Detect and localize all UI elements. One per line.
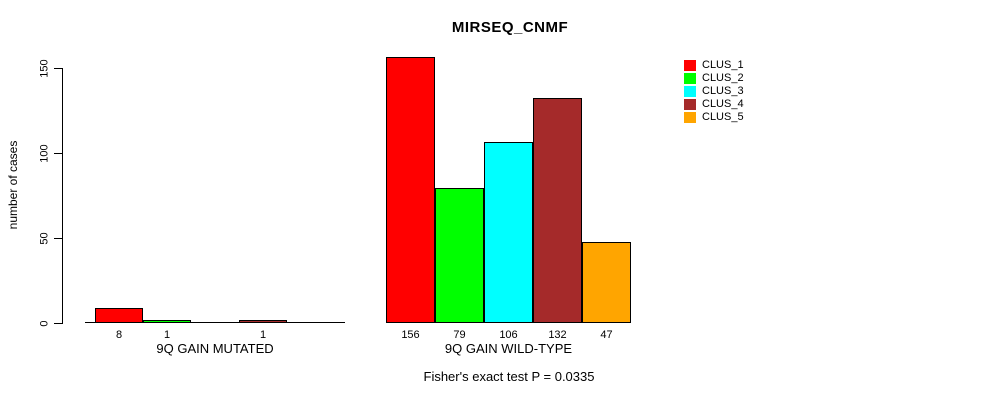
legend-item: CLUS_5 bbox=[684, 111, 744, 124]
legend-color-swatch bbox=[684, 112, 696, 123]
fisher-test-annotation: Fisher's exact test P = 0.0335 bbox=[423, 369, 595, 384]
legend-item: CLUS_2 bbox=[684, 72, 744, 85]
bar-count-label: 106 bbox=[499, 329, 518, 341]
bar-clus_4 bbox=[239, 320, 287, 323]
legend-color-swatch bbox=[684, 60, 696, 71]
legend-item: CLUS_3 bbox=[684, 85, 744, 98]
y-axis-tick-mark bbox=[54, 323, 62, 324]
bar-clus_2 bbox=[435, 188, 484, 323]
legend-color-swatch bbox=[684, 86, 696, 97]
bar-clus_5 bbox=[287, 322, 335, 323]
legend-item-label: CLUS_4 bbox=[702, 98, 744, 110]
bar-count-label: 47 bbox=[600, 329, 613, 341]
bar-count-label: 132 bbox=[548, 329, 567, 341]
legend-item-label: CLUS_3 bbox=[702, 85, 744, 97]
legend: CLUS_1 CLUS_2 CLUS_3 CLUS_4 CLUS_5 bbox=[684, 59, 744, 124]
bar-count-label: 1 bbox=[259, 329, 267, 341]
bar-clus_3 bbox=[484, 142, 533, 323]
bar-count-label: 79 bbox=[453, 329, 466, 341]
bar-count-label: 8 bbox=[115, 329, 123, 341]
bar-clus_4 bbox=[533, 98, 582, 323]
legend-color-swatch bbox=[684, 73, 696, 84]
y-axis-tick-mark bbox=[54, 153, 62, 154]
x-group-label: 9Q GAIN WILD-TYPE bbox=[444, 341, 573, 356]
bar-count-label: 156 bbox=[401, 329, 420, 341]
bar-clus_2 bbox=[143, 320, 191, 323]
bar-clus_3 bbox=[191, 322, 239, 323]
bar-clus_5 bbox=[582, 242, 631, 323]
chart-title: MIRSEQ_CNMF bbox=[451, 19, 569, 36]
bar-clus_1 bbox=[95, 308, 143, 323]
legend-item-label: CLUS_5 bbox=[702, 111, 744, 123]
legend-item-label: CLUS_1 bbox=[702, 59, 744, 71]
bar-clus_1 bbox=[386, 57, 435, 323]
y-axis-tick-mark bbox=[54, 238, 62, 239]
x-group-label: 9Q GAIN MUTATED bbox=[156, 341, 274, 356]
y-axis-tick-mark bbox=[54, 68, 62, 69]
bar-count-label: 1 bbox=[163, 329, 171, 341]
legend-item: CLUS_1 bbox=[684, 59, 744, 72]
y-axis-line bbox=[62, 68, 63, 324]
legend-item: CLUS_4 bbox=[684, 98, 744, 111]
legend-color-swatch bbox=[684, 99, 696, 110]
legend-item-label: CLUS_2 bbox=[702, 72, 744, 84]
